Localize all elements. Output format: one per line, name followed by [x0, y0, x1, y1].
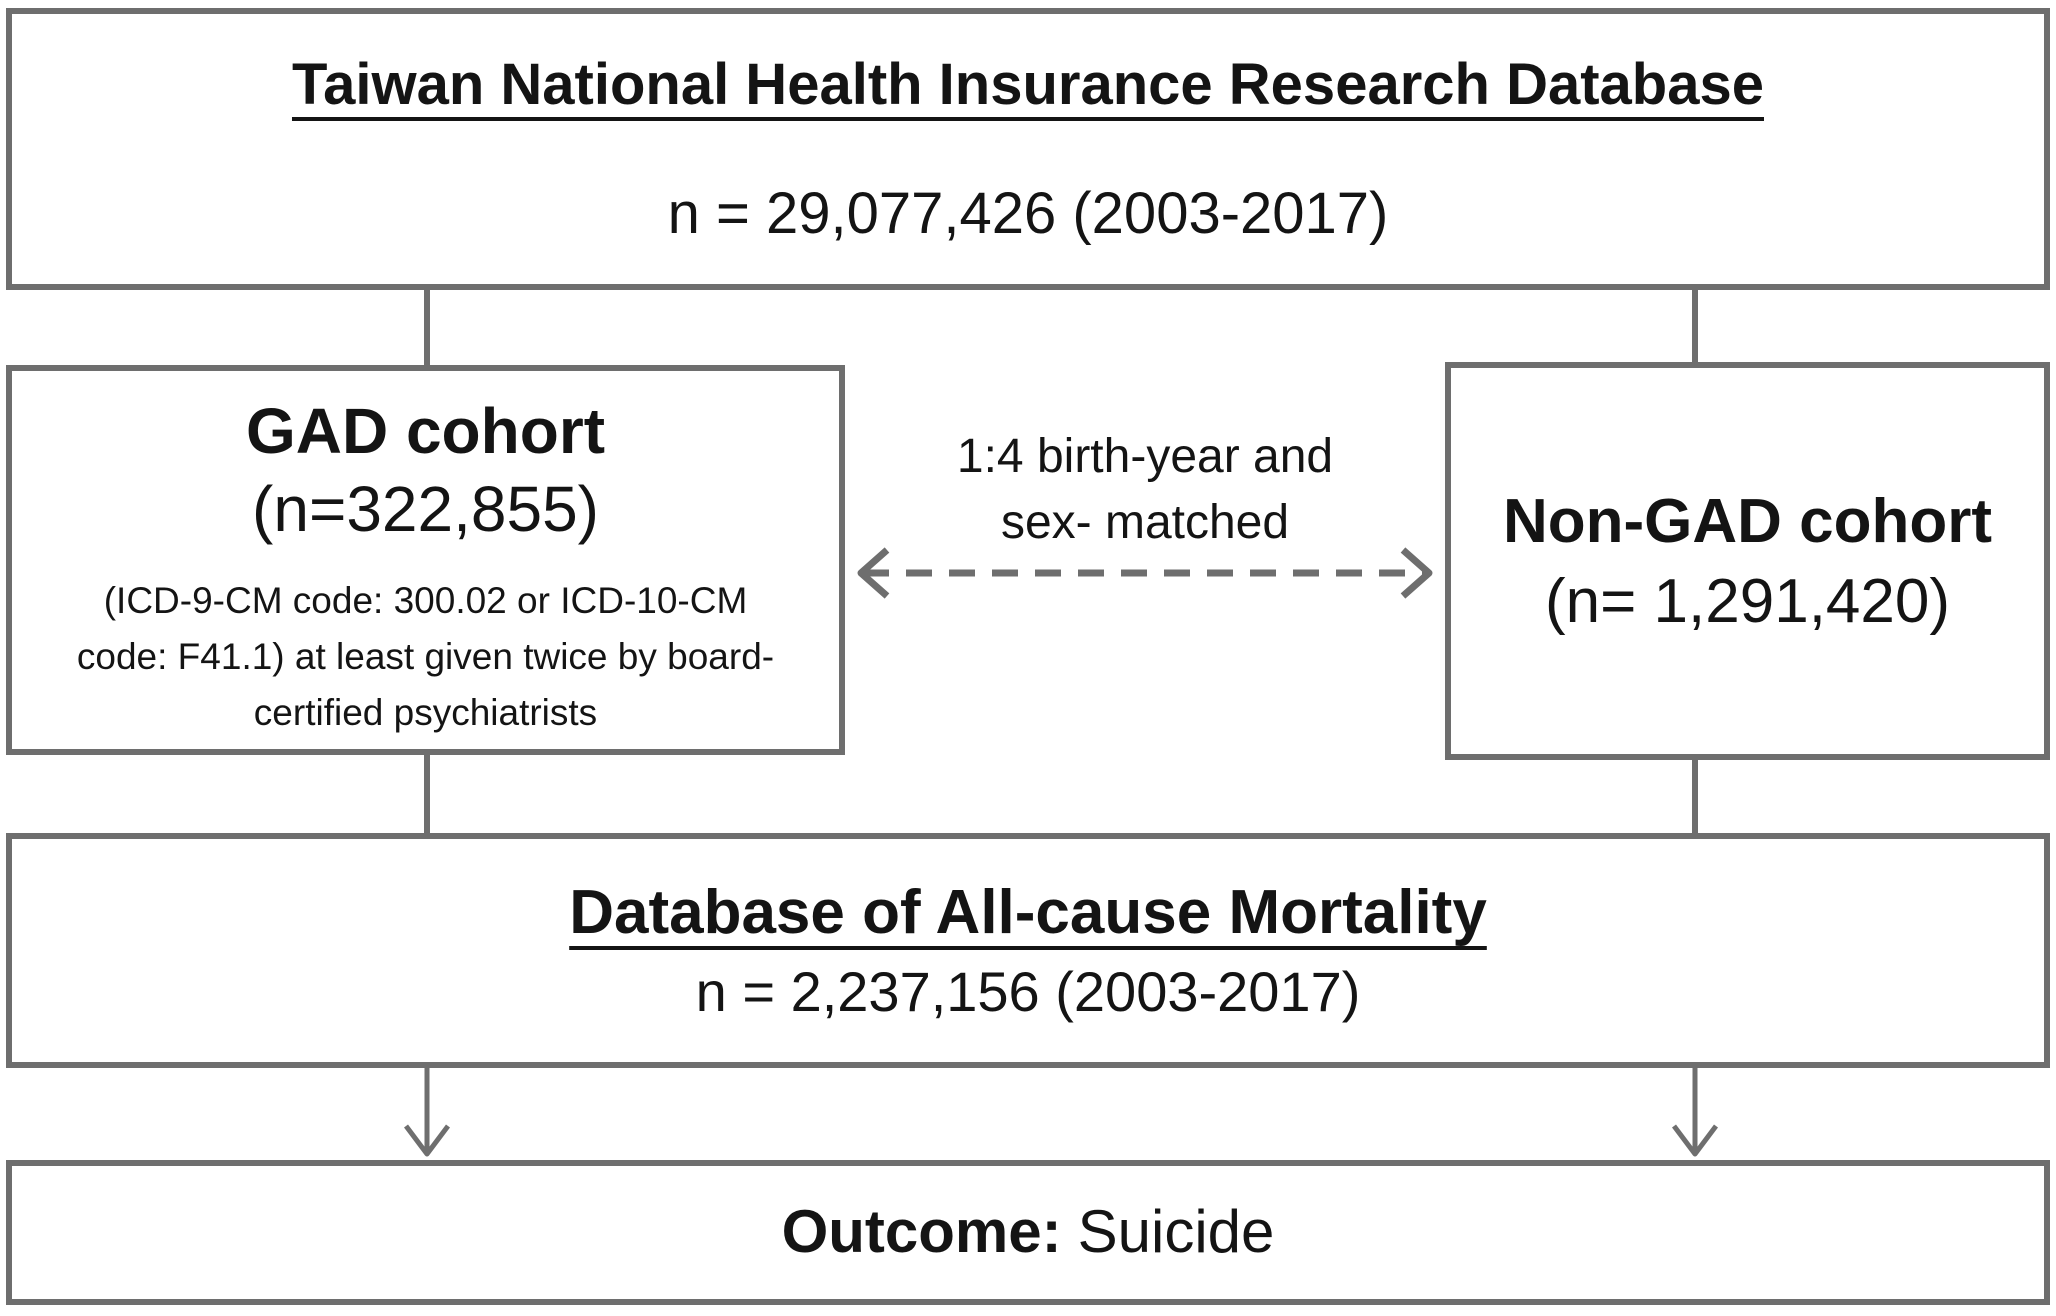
gad-criteria-line-1: (ICD-9-CM code: 300.02 or ICD-10-CM [103, 580, 748, 621]
matching-label: 1:4 birth-year and sex- matched [845, 424, 1445, 556]
box-gad-cohort [6, 365, 845, 755]
nongad-cohort-title: Non-GAD cohort [1502, 487, 1993, 556]
gad-criteria-line-3: certified psychiatrists [253, 692, 598, 733]
nhird-count: n = 29,077,426 (2003-2017) [667, 181, 1389, 246]
outcome-value: Suicide [1077, 1198, 1275, 1265]
gad-cohort-count: (n=322,855) [252, 473, 599, 545]
connector-gad-to-mortality [424, 752, 430, 836]
connector-topbox-to-nongad [1692, 286, 1698, 366]
nhird-title-text: Taiwan National Health Insurance Researc… [291, 52, 1764, 117]
outcome-text: Outcome: Suicide [6, 1199, 2050, 1265]
mortality-title-text: Database of All-cause Mortality [569, 878, 1487, 947]
dashed-double-arrow-icon [857, 547, 1433, 599]
box-nhird [6, 8, 2050, 290]
gad-criteria-line-2: code: F41.1) at least given twice by boa… [76, 636, 775, 677]
down-arrow-gad-outcome-icon [404, 1064, 450, 1157]
gad-cohort-criteria: (ICD-9-CM code: 300.02 or ICD-10-CM code… [20, 573, 831, 741]
mortality-title: Database of All-cause Mortality [6, 877, 2050, 949]
matching-label-line-1: 1:4 birth-year and [956, 430, 1334, 483]
outcome-label: Outcome: [781, 1198, 1062, 1265]
nongad-cohort-count: (n= 1,291,420) [1544, 567, 1951, 636]
matching-label-line-2: sex- matched [1000, 496, 1290, 549]
gad-cohort-title: GAD cohort [245, 395, 606, 467]
box-mortality-database [6, 833, 2050, 1068]
down-arrow-nongad-outcome-icon [1672, 1064, 1718, 1157]
box-outcome [6, 1160, 2050, 1305]
nhird-title: Taiwan National Health Insurance Researc… [6, 50, 2050, 120]
connector-topbox-to-gad [424, 286, 430, 368]
box-nongad-cohort [1445, 362, 2050, 760]
mortality-count: n = 2,237,156 (2003-2017) [695, 960, 1361, 1023]
connector-nongad-to-mortality [1692, 757, 1698, 836]
